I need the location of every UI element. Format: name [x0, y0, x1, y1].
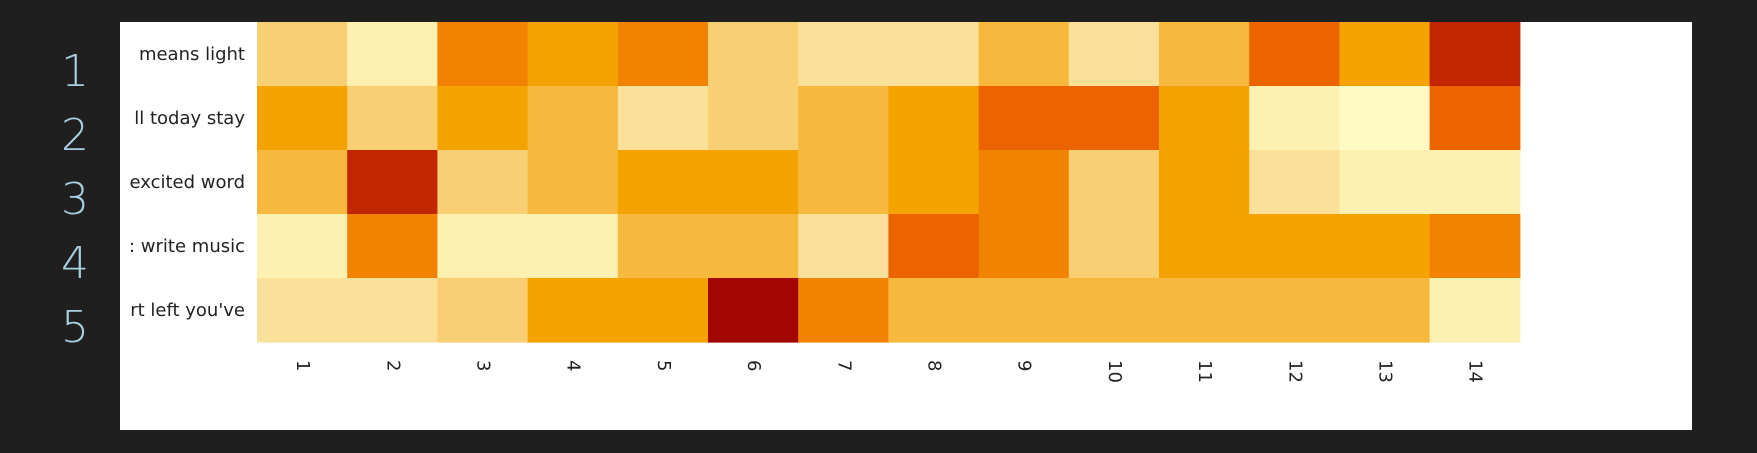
heatmap-cell-r3-c8 — [888, 150, 980, 215]
row-number-4: 4 — [61, 238, 89, 289]
heatmap-cell-r2-c3 — [437, 86, 529, 151]
chart-card: means light ll today stay excited word : wr… — [120, 22, 1692, 430]
heatmap-cell-r1-c2 — [347, 22, 438, 87]
heatmap-cell-r5-c6 — [708, 278, 799, 343]
column-label-8: 8 — [924, 360, 945, 371]
heatmap-cell-r4-c1 — [257, 214, 348, 279]
row-number-1: 1 — [61, 46, 89, 97]
heatmap-cell-r1-c9 — [978, 22, 1070, 87]
heatmap-cell-r3-c6 — [708, 150, 799, 215]
heatmap-cell-r4-c12 — [1249, 214, 1340, 279]
heatmap-cell-r5-c13 — [1339, 278, 1431, 343]
row-number-5: 5 — [61, 302, 89, 353]
heatmap-cell-r2-c5 — [617, 86, 709, 151]
heatmap-cell-r4-c4 — [527, 214, 619, 279]
column-label-5: 5 — [653, 360, 674, 371]
heatmap-cell-r2-c14 — [1429, 86, 1521, 151]
heatmap-cell-r2-c11 — [1159, 86, 1250, 151]
heatmap-cell-r5-c5 — [617, 278, 709, 343]
heatmap-cell-r5-c11 — [1159, 278, 1250, 343]
heatmap-cell-r2-c4 — [527, 86, 619, 151]
heatmap-cell-r4-c5 — [617, 214, 709, 279]
heatmap-cell-r3-c13 — [1339, 150, 1431, 215]
heatmap-cell-r1-c10 — [1068, 22, 1160, 87]
heatmap-cell-r4-c6 — [708, 214, 799, 279]
heatmap-cell-r5-c8 — [888, 278, 980, 343]
heatmap-cell-r1-c8 — [888, 22, 980, 87]
column-label-3: 3 — [473, 360, 494, 371]
heatmap-cell-r1-c11 — [1159, 22, 1250, 87]
heatmap-cell-r1-c13 — [1339, 22, 1431, 87]
heatmap-cell-r4-c11 — [1159, 214, 1250, 279]
row-label-4: : write music — [129, 236, 245, 257]
heatmap-cell-r2-c12 — [1249, 86, 1340, 151]
column-label-12: 12 — [1284, 360, 1305, 383]
heatmap-cell-r1-c5 — [617, 22, 709, 87]
heatmap-cell-r4-c14 — [1429, 214, 1521, 279]
column-label-9: 9 — [1014, 360, 1035, 371]
row-label-2: ll today stay — [134, 108, 245, 129]
heatmap-cell-r3-c3 — [437, 150, 529, 215]
heatmap-cell-r2-c7 — [798, 86, 889, 151]
heatmap-cell-r3-c7 — [798, 150, 889, 215]
column-label-1: 1 — [292, 360, 313, 371]
heatmap-cell-r2-c13 — [1339, 86, 1431, 151]
heatmap-cell-r2-c6 — [708, 86, 799, 151]
column-label-11: 11 — [1194, 360, 1215, 383]
heatmap-cell-r1-c6 — [708, 22, 799, 87]
column-label-7: 7 — [833, 360, 854, 371]
column-label-10: 10 — [1104, 360, 1125, 383]
heatmap-cell-r4-c10 — [1068, 214, 1160, 279]
row-number-2: 2 — [61, 110, 89, 161]
row-label-3: excited word — [129, 172, 245, 193]
row-label-5: rt left you've — [130, 300, 245, 321]
heatmap-cell-r2-c10 — [1068, 86, 1160, 151]
heatmap-cell-r3-c9 — [978, 150, 1070, 215]
heatmap-cell-r5-c9 — [978, 278, 1070, 343]
heatmap-cell-r3-c5 — [617, 150, 709, 215]
heatmap-cell-r2-c1 — [257, 86, 348, 151]
heatmap-cell-r3-c2 — [347, 150, 438, 215]
heatmap-cell-r1-c4 — [527, 22, 619, 87]
heatmap-cell-r4-c13 — [1339, 214, 1431, 279]
heatmap-cell-r4-c7 — [798, 214, 889, 279]
heatmap-cell-r1-c12 — [1249, 22, 1340, 87]
heatmap-cell-r4-c3 — [437, 214, 529, 279]
column-label-6: 6 — [743, 360, 764, 371]
heatmap-cell-r5-c10 — [1068, 278, 1160, 343]
heatmap-cell-r5-c12 — [1249, 278, 1340, 343]
heatmap-cell-r5-c7 — [798, 278, 889, 343]
row-label-1: means light — [139, 44, 245, 65]
heatmap-cell-r4-c2 — [347, 214, 438, 279]
row-number-3: 3 — [61, 174, 89, 225]
heatmap-cell-r4-c8 — [888, 214, 980, 279]
column-label-13: 13 — [1375, 360, 1396, 383]
column-label-14: 14 — [1465, 360, 1486, 383]
heatmap-cell-r1-c14 — [1429, 22, 1521, 87]
heatmap-cell-r3-c10 — [1068, 150, 1160, 215]
heatmap-cell-r1-c7 — [798, 22, 889, 87]
heatmap-cell-r5-c1 — [257, 278, 348, 343]
heatmap-cell-r2-c8 — [888, 86, 980, 151]
heatmap-cell-r3-c12 — [1249, 150, 1340, 215]
heatmap-cell-r3-c14 — [1429, 150, 1521, 215]
heatmap-cell-r1-c3 — [437, 22, 529, 87]
column-label-4: 4 — [563, 360, 584, 371]
heatmap-cell-r3-c1 — [257, 150, 348, 215]
heatmap-cell-r1-c1 — [257, 22, 348, 87]
heatmap-cell-r3-c11 — [1159, 150, 1250, 215]
column-label-2: 2 — [382, 360, 403, 371]
heatmap-cell-r2-c9 — [978, 86, 1070, 151]
heatmap-cell-r5-c3 — [437, 278, 529, 343]
heatmap-cell-r4-c9 — [978, 214, 1070, 279]
heatmap-chart: means light ll today stay excited word : wr… — [129, 22, 1521, 383]
heatmap-cell-r5-c2 — [347, 278, 438, 343]
heatmap-cell-r5-c4 — [527, 278, 619, 343]
heatmap-cell-r5-c14 — [1429, 278, 1521, 343]
heatmap-cell-r3-c4 — [527, 150, 619, 215]
heatmap-cell-r2-c2 — [347, 86, 438, 151]
